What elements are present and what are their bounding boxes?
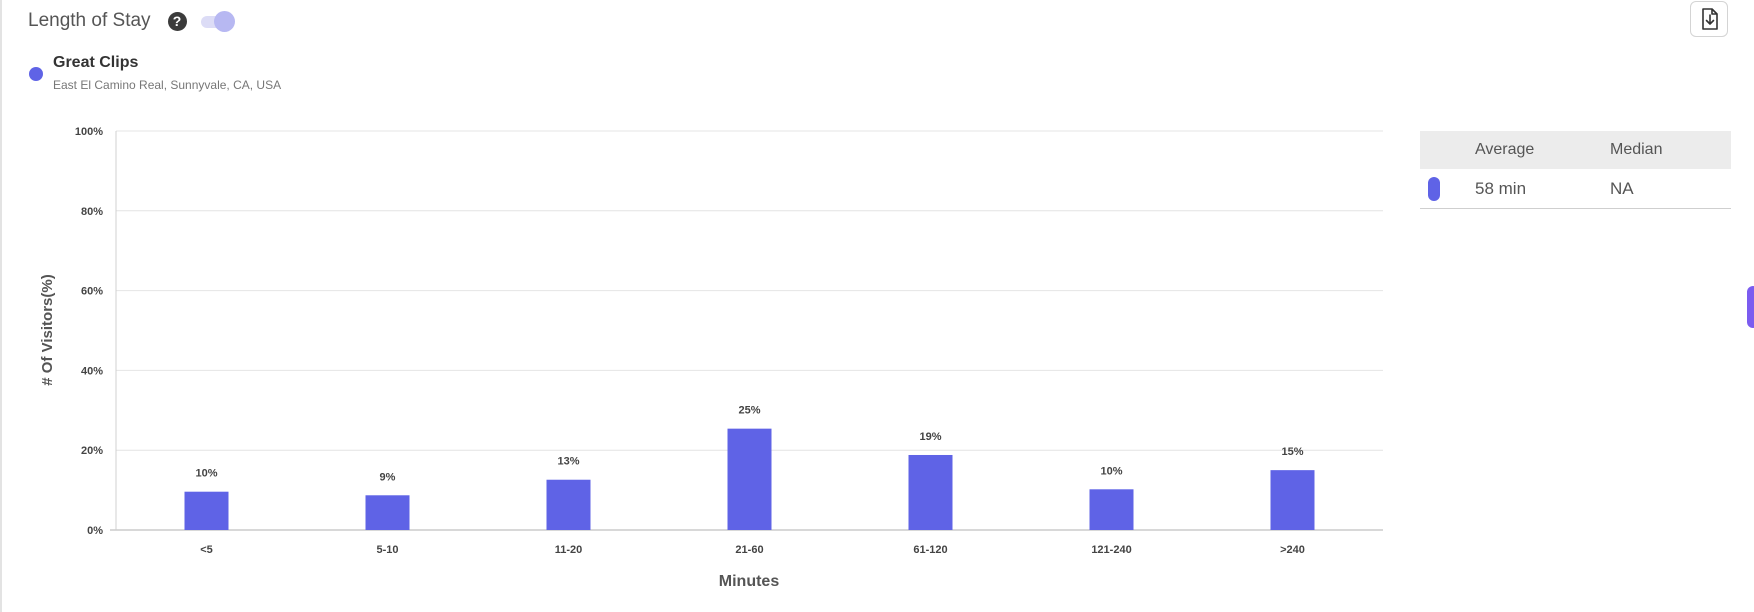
toggle-switch[interactable]	[199, 10, 235, 32]
x-tick-label: 11-20	[555, 544, 583, 556]
chart-bars	[184, 428, 1315, 530]
legend-swatch	[29, 67, 43, 81]
bar	[1089, 489, 1134, 530]
x-tick-label: >240	[1280, 544, 1305, 556]
x-tick-label: 21-60	[735, 544, 763, 556]
bar	[365, 495, 410, 530]
stats-median-value: NA	[1610, 178, 1634, 198]
card-title: Length of Stay	[28, 10, 151, 31]
x-axis-title: Minutes	[719, 573, 780, 590]
bar-value-label: 10%	[1100, 465, 1122, 477]
bar	[184, 491, 229, 530]
bar-chart: 0% 20% 40% 60% 80% 100% 10% <5 9% 5-10 13% 11-20 25%…	[39, 126, 1383, 590]
x-tick-label: 61-120	[913, 544, 947, 556]
stats-average-value: 58 min	[1475, 178, 1527, 198]
card-header: Length of Stay ?	[28, 10, 235, 32]
bar	[546, 479, 591, 530]
x-tick-label: 121-240	[1091, 544, 1131, 556]
bar-value-label: 19%	[919, 431, 941, 443]
y-tick-label: 0%	[87, 525, 103, 537]
bar-value-label: 10%	[195, 468, 217, 480]
bar-value-label: 13%	[557, 456, 579, 468]
y-tick-label: 80%	[81, 206, 103, 218]
left-border	[0, 0, 2, 612]
chart-gridlines	[116, 130, 1383, 451]
side-drawer-tab[interactable]	[1747, 286, 1754, 328]
download-button[interactable]	[1690, 1, 1728, 37]
stats-header-median: Median	[1610, 141, 1663, 158]
file-download-icon	[1702, 8, 1718, 30]
legend-place-name: Great Clips	[53, 54, 139, 71]
stats-row-swatch	[1428, 177, 1440, 201]
y-tick-label: 40%	[81, 365, 103, 377]
bar	[1270, 470, 1315, 530]
chart-labels: 0% 20% 40% 60% 80% 100% 10% <5 9% 5-10 13% 11-20 25%…	[75, 126, 1305, 556]
x-tick-label: <5	[200, 544, 213, 556]
bar	[727, 428, 772, 530]
legend-place-address: East El Camino Real, Sunnyvale, CA, USA	[53, 78, 282, 92]
y-tick-label: 60%	[81, 286, 103, 298]
stats-header-row: Average Median	[1420, 131, 1731, 169]
bar-value-label: 25%	[738, 405, 760, 417]
stats-row: 58 min NA	[1420, 169, 1731, 209]
stats-table: Average Median 58 min NA	[1420, 131, 1731, 209]
x-tick-label: 5-10	[376, 544, 398, 556]
question-circle-icon[interactable]: ?	[167, 11, 187, 31]
toggle-knob	[213, 11, 235, 32]
bar	[908, 454, 953, 530]
y-tick-label: 100%	[75, 126, 103, 138]
stats-header-average: Average	[1475, 141, 1535, 158]
y-axis-title: # Of Visitors(%)	[39, 274, 56, 385]
bar-value-label: 15%	[1281, 446, 1303, 458]
y-tick-label: 20%	[81, 445, 103, 457]
bar-value-label: 9%	[380, 471, 396, 483]
